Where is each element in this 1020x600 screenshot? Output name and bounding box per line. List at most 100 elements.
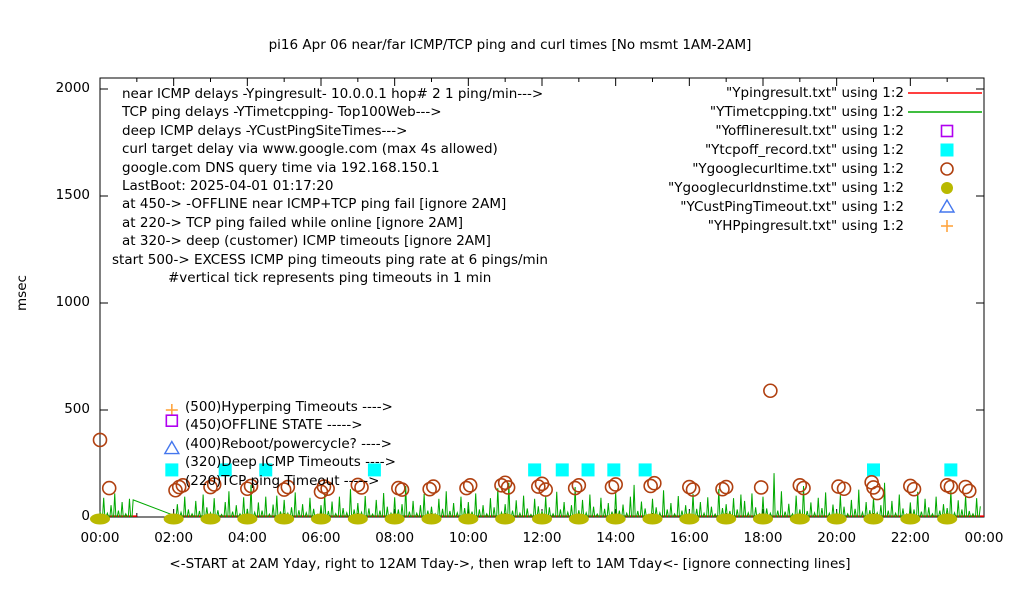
annotation-filled-square-marker — [165, 463, 179, 477]
x-tick-label: 00:00 — [80, 530, 120, 546]
dns-time-ellipse-point — [421, 513, 442, 525]
curl-time-circle-point — [753, 480, 769, 495]
info-line: TCP ping delays -YTimetcpping- Top100Web… — [122, 104, 442, 121]
curl-time-circle-point — [422, 481, 437, 497]
y-tick-label: 1500 — [55, 187, 90, 203]
state-line: (220)TCP ping Timeout -----> — [185, 472, 380, 489]
legend-label: "YHPpingresult.txt" using 1:2 — [707, 217, 904, 234]
curl-time-circle-point — [903, 478, 918, 494]
curl-time-circle-point — [647, 475, 662, 491]
legend-label: "YTimetcpping.txt" using 1:2 — [709, 103, 904, 120]
tcp-offline-square-point — [867, 463, 880, 477]
state-line: (400)Reboot/powercycle? ----> — [185, 435, 392, 452]
curl-time-circle-point — [571, 478, 587, 493]
curl-time-circle-point — [462, 478, 478, 493]
annotation-open-square-marker — [165, 414, 179, 428]
curl-time-circle-point — [796, 480, 811, 496]
info-line: near ICMP delays -Ypingresult- 10.0.0.1 … — [122, 86, 544, 102]
dns-time-ellipse-point — [863, 513, 884, 525]
info-line: #vertical tick represents ping timeouts … — [168, 270, 492, 286]
info-line: google.com DNS query time via 192.168.15… — [122, 159, 440, 176]
curl-time-circle-point — [718, 479, 734, 495]
y-tick-label: 2000 — [55, 80, 90, 96]
x-tick-label: 06:00 — [301, 530, 341, 546]
dns-time-ellipse-point — [384, 513, 405, 525]
curl-time-circle-point — [459, 480, 474, 496]
curl-time-circle-point — [763, 383, 778, 399]
curl-time-circle-point — [206, 477, 222, 492]
curl-time-circle-point — [792, 478, 808, 493]
tcp-offline-square-point — [581, 463, 595, 477]
curl-time-circle-point — [240, 481, 255, 497]
legend-entry: "Ygooglecurltime.txt" using 1:2 — [520, 159, 990, 178]
x-tick-label: 22:00 — [890, 530, 930, 546]
curl-time-circle-point — [350, 477, 366, 493]
curl-time-circle-point — [497, 475, 513, 491]
dns-time-ellipse-point — [900, 513, 921, 525]
dns-time-ellipse-point — [679, 513, 700, 525]
dns-time-ellipse-point — [716, 513, 737, 525]
tcp-offline-square-point — [944, 463, 958, 477]
curl-time-circle-point — [354, 480, 369, 495]
legend-label: "YCustPingTimeout.txt" using 1:2 — [680, 198, 904, 215]
curl-time-circle-point — [538, 482, 553, 497]
curl-time-circle-point — [958, 479, 973, 495]
legend-entry: "Yofflineresult.txt" using 1:2 — [520, 121, 990, 140]
tcp-offline-square-point — [528, 463, 542, 477]
curl-time-circle-point — [494, 478, 509, 493]
dns-time-ellipse-point — [163, 513, 184, 525]
dns-time-ellipse-point — [237, 513, 258, 525]
curl-time-circle-point — [168, 482, 183, 498]
y-tick-label: 0 — [81, 508, 90, 524]
curl-time-circle-point — [682, 479, 697, 495]
curl-time-circle-point — [608, 477, 623, 492]
legend-open-triangle-icon — [904, 198, 990, 216]
y-tick-label: 1000 — [55, 294, 90, 310]
tcp-offline-square-point — [367, 463, 381, 477]
info-line: at 450-> -OFFLINE near ICMP+TCP ping fai… — [122, 196, 507, 213]
curl-time-circle-point — [567, 480, 583, 496]
curl-time-circle-point — [426, 479, 441, 494]
legend-open-square-icon — [904, 122, 990, 140]
legend-label: "Ygooglecurldnstime.txt" using 1:2 — [668, 179, 904, 196]
x-tick-label: 12:00 — [522, 530, 562, 546]
tcp-offline-square-point — [638, 463, 652, 477]
state-line: (320)Deep ICMP Timeouts ----> — [185, 454, 396, 471]
dns-time-ellipse-point — [458, 513, 479, 525]
x-tick-label: 20:00 — [817, 530, 857, 546]
curl-time-circle-point — [92, 432, 108, 448]
curl-time-circle-point — [320, 481, 335, 497]
legend-entry: "YTimetcpping.txt" using 1:2 — [520, 102, 990, 121]
state-line: (450)OFFLINE STATE -----> — [185, 417, 363, 434]
x-tick-label: 14:00 — [596, 530, 636, 546]
tcp-offline-square-point — [555, 463, 569, 477]
dns-time-ellipse-point — [826, 513, 847, 525]
legend-entry: "YHPpingresult.txt" using 1:2 — [520, 216, 990, 235]
curl-time-circle-point — [500, 480, 516, 495]
legend-entry: "Ygooglecurldnstime.txt" using 1:2 — [520, 178, 990, 197]
dns-time-ellipse-point — [495, 513, 516, 525]
dns-time-ellipse-point — [605, 513, 626, 525]
info-line: LastBoot: 2025-04-01 01:17:20 — [122, 178, 334, 194]
dns-time-ellipse-point — [642, 513, 663, 525]
x-tick-label: 00:00 — [964, 530, 1004, 546]
state-line: (500)Hyperping Timeouts ----> — [185, 399, 393, 415]
x-tick-label: 02:00 — [154, 530, 194, 546]
legend-entry: "Ypingresult.txt" using 1:2 — [520, 83, 990, 102]
annotation-open-triangle-marker — [163, 440, 181, 455]
legend-plus-icon — [904, 217, 990, 235]
curl-time-circle-point — [243, 478, 259, 494]
curl-time-circle-point — [203, 479, 218, 495]
legend-open-circle-icon — [904, 160, 990, 178]
x-tick-label: 18:00 — [743, 530, 783, 546]
x-tick-label: 16:00 — [669, 530, 709, 546]
legend-filled-square-icon — [904, 141, 990, 159]
curl-time-circle-point — [280, 479, 296, 495]
x-tick-label: 04:00 — [227, 530, 267, 546]
legend-label: "Ypingresult.txt" using 1:2 — [726, 84, 904, 101]
curl-time-circle-point — [276, 482, 292, 497]
info-line: at 320-> deep (customer) ICMP timeouts [… — [122, 233, 491, 250]
tcp-offline-square-point — [259, 463, 273, 477]
dns-time-ellipse-point — [274, 513, 295, 525]
